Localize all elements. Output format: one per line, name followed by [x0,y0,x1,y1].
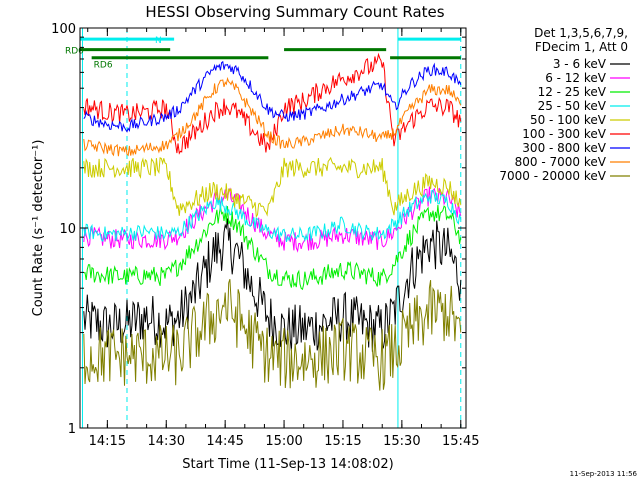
y-tick-label-1: 10 [59,222,76,237]
legend-label-25-50: 25 - 50 keV [538,99,607,113]
series-line-300-800 [83,60,462,133]
x-tick-label-2: 14:45 [206,434,243,449]
x-tick-label-0: 14:15 [89,434,126,449]
plot-layer: N RD0 RD6 [65,28,462,428]
legend-label-50-100: 50 - 100 keV [530,113,607,127]
legend-header-0: Det 1,3,5,6,7,9, [534,26,628,40]
legend-label-3-6: 3 - 6 keV [553,57,607,71]
x-axis-label: Start Time (11-Sep-13 14:08:02) [182,457,393,472]
legend: Det 1,3,5,6,7,9,FDecim 1, Att 0 3 - 6 keV… [499,26,630,183]
x-tick-label-3: 15:00 [265,434,302,449]
series-line-3-6 [83,218,462,352]
legend-label-800-7000: 800 - 7000 keV [515,155,607,169]
status-bar-label-4: RD6 [94,61,113,71]
legend-label-12-25: 12 - 25 keV [538,85,607,99]
series-line-800-7000 [83,76,462,157]
x-tick-label-6: 15:45 [442,434,479,449]
legend-label-6-12: 6 - 12 keV [545,71,607,85]
axis-layer: 14:15 14:30 14:45 15:00 15:15 15:30 15:45 1 10 10… [51,22,479,449]
x-tick-label-4: 15:15 [324,434,361,449]
x-tick-label-5: 15:30 [383,434,420,449]
footer-date: 11-Sep-2013 11:56 [570,470,638,478]
y-axis-label: Count Rate (s⁻¹ detector⁻¹) [31,140,46,317]
x-tick-label-1: 14:30 [148,434,185,449]
y-tick-label-0: 1 [68,422,76,437]
status-bar-label-2: RD0 [65,47,84,57]
legend-label-7000-20000: 7000 - 20000 keV [499,169,606,183]
legend-label-300-800: 300 - 800 keV [522,141,606,155]
y-tick-label-2: 100 [51,22,76,37]
legend-header-1: FDecim 1, Att 0 [535,40,628,54]
series-line-25-50 [83,189,462,243]
series-line-12-25 [83,204,462,291]
series-line-7000-20000 [83,279,462,391]
legend-label-100-300: 100 - 300 keV [522,127,606,141]
chart-title: HESSI Observing Summary Count Rates [145,3,444,21]
status-bar-label-0: N [155,36,162,46]
series-line-6-12 [83,186,462,253]
series-line-50-100 [83,156,462,218]
